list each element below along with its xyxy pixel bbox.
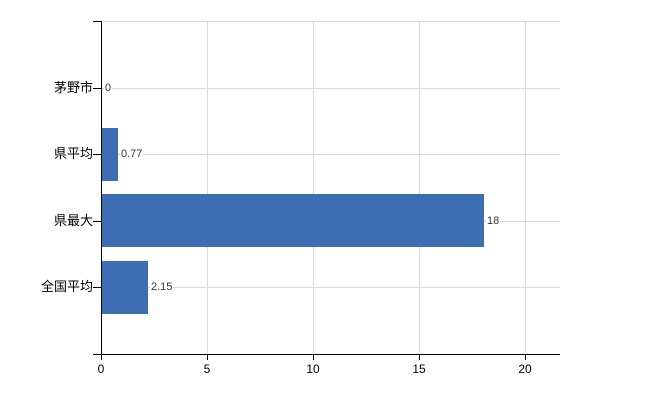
- x-axis-tick: [419, 354, 420, 360]
- vertical-gridline: [207, 21, 208, 354]
- y-axis-tick: [93, 21, 101, 22]
- x-axis-tick: [101, 354, 102, 360]
- plot-top-border: [101, 21, 560, 22]
- value-label: 18: [486, 215, 501, 228]
- bar-2: [102, 194, 484, 247]
- bar-3: [102, 261, 148, 314]
- category-label: 茅野市: [53, 80, 93, 95]
- category-label: 県平均: [53, 146, 93, 161]
- value-label: 0.77: [120, 148, 144, 161]
- horizontal-gridline: [101, 88, 560, 89]
- x-tick-label: 20: [518, 362, 532, 376]
- vertical-gridline: [525, 21, 526, 354]
- vertical-gridline: [313, 21, 314, 354]
- bar-1: [102, 128, 118, 181]
- x-tick-label: 0: [97, 362, 105, 376]
- x-tick-label: 10: [306, 362, 320, 376]
- y-axis-line: [101, 21, 102, 359]
- category-label: 県最大: [53, 213, 93, 228]
- x-axis-tick: [207, 354, 208, 360]
- y-axis-tick: [93, 221, 101, 222]
- horizontal-gridline: [101, 154, 560, 155]
- value-label: 0: [104, 82, 113, 95]
- vertical-gridline: [419, 21, 420, 354]
- x-axis-tick: [313, 354, 314, 360]
- x-axis-line: [93, 354, 560, 355]
- x-axis-tick: [525, 354, 526, 360]
- horizontal-gridline: [101, 287, 560, 288]
- y-axis-tick: [93, 287, 101, 288]
- y-axis-tick: [93, 88, 101, 89]
- y-axis-tick: [93, 154, 101, 155]
- value-label: 2.15: [150, 281, 174, 294]
- category-label: 全国平均: [40, 279, 93, 294]
- x-tick-label: 5: [203, 362, 211, 376]
- x-tick-label: 15: [412, 362, 426, 376]
